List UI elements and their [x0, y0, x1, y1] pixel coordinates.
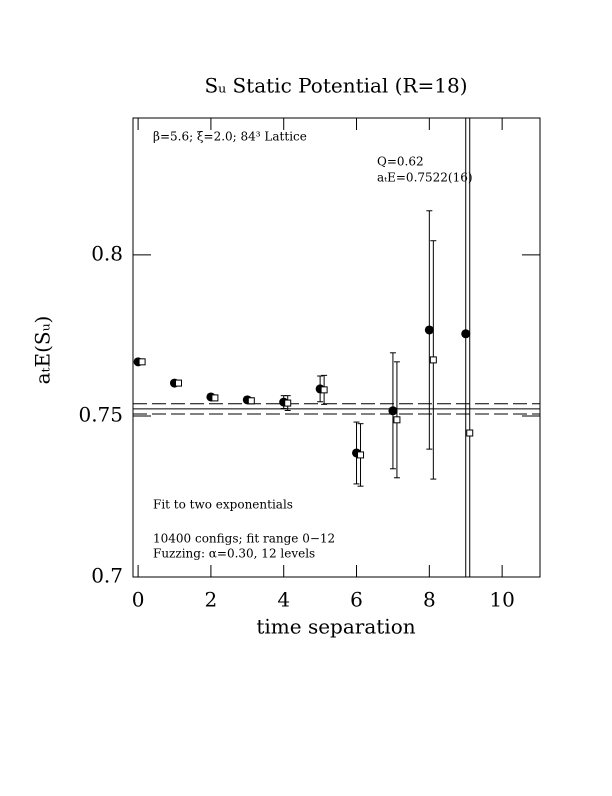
y-axis-label: aₜE(Sᵤ)	[31, 316, 55, 385]
x-tick-label: 10	[489, 588, 514, 612]
annotation: Fit to two exponentials	[153, 498, 293, 512]
square-marker	[284, 399, 292, 407]
annotation: aₜE=0.7522(16)	[377, 171, 473, 185]
x-tick-label: 2	[205, 588, 218, 612]
square-marker	[357, 451, 365, 459]
x-tick-label: 0	[132, 588, 145, 612]
y-tick-label: 0.75	[78, 402, 123, 426]
plot-area	[133, 118, 540, 577]
square-marker	[211, 394, 219, 402]
square-marker	[175, 379, 183, 387]
x-tick-label: 8	[423, 588, 436, 612]
annotation: β=5.6; ξ=2.0; 84³ Lattice	[153, 130, 307, 144]
square-marker	[429, 356, 437, 364]
square-marker	[320, 386, 328, 394]
chart-title: Sᵤ Static Potential (R=18)	[204, 74, 467, 98]
square-marker	[138, 358, 146, 366]
annotation: 10400 configs; fit range 0−12	[153, 532, 335, 546]
y-tick-label: 0.7	[91, 564, 123, 588]
annotation: Fuzzing: α=0.30, 12 levels	[153, 547, 315, 561]
square-marker	[393, 416, 401, 424]
x-tick-label: 6	[350, 588, 363, 612]
square-marker	[247, 397, 255, 405]
circle-marker	[461, 329, 471, 339]
plot-frame	[132, 117, 541, 578]
y-tick-label: 0.8	[91, 241, 123, 265]
circle-marker	[424, 325, 434, 335]
square-marker	[466, 429, 474, 437]
x-axis-label: time separation	[256, 615, 415, 639]
x-tick-label: 4	[277, 588, 290, 612]
annotation: Q=0.62	[377, 155, 424, 169]
circle-marker	[388, 406, 398, 416]
